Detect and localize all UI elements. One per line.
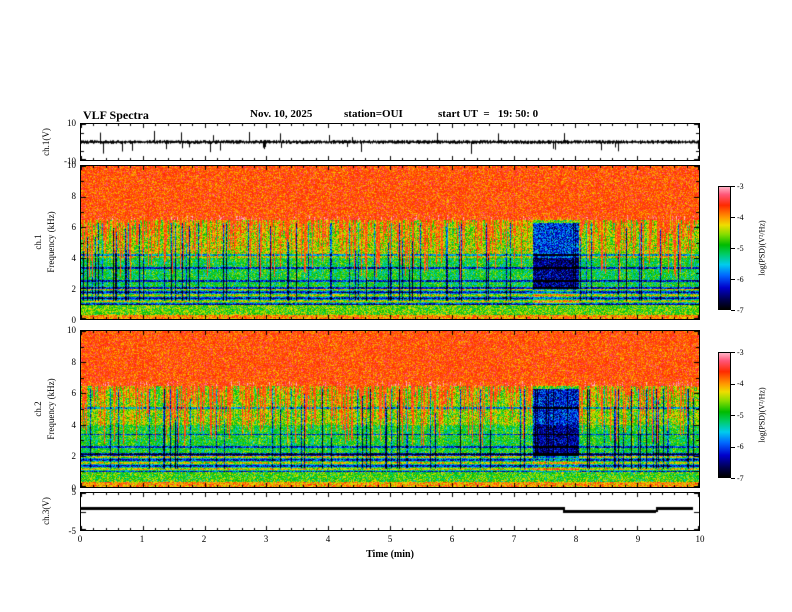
y-tick-label: 4: [71, 419, 77, 430]
colorbar-tick-label: -7: [737, 473, 744, 483]
x-tick-label: 3: [263, 534, 269, 544]
colorbar-ch2: [718, 352, 731, 478]
y-tick-label: 6: [71, 222, 77, 232]
y-tick-label: 2: [71, 451, 77, 462]
colorbar-tick-mark: [731, 217, 735, 218]
time-axis-title: Time (min): [366, 549, 414, 560]
y-tick-label: 10: [67, 325, 76, 335]
colorbar-tick-label: -3: [737, 181, 744, 191]
colorbar-tick-label: -5: [737, 410, 744, 420]
x-tick-label: 9: [635, 534, 641, 544]
colorbar-tick-mark: [731, 248, 735, 249]
ch1-frequency-axis-label: Frequency (kHz): [46, 211, 56, 273]
x-tick-label: 7: [511, 534, 517, 544]
y-tick-label: 0: [71, 483, 77, 493]
ch1-spectrogram-plot: [81, 166, 699, 319]
ch2-spectrogram-plot: [81, 331, 699, 487]
y-tick-label: -5: [68, 526, 77, 536]
colorbar-tick-mark: [731, 415, 735, 416]
ch1-voltage-axis-label: ch.1(V): [41, 128, 51, 156]
x-tick-label: 2: [201, 534, 207, 544]
colorbar-tick-mark: [731, 186, 735, 187]
x-tick-label: 5: [387, 534, 393, 544]
start-ut-label: start UT = 19: 50: 0: [438, 108, 539, 120]
colorbar-tick-mark: [731, 279, 735, 280]
figure-title: VLF Spectra: [83, 108, 149, 122]
ch2-spectrogram-panel: [80, 330, 700, 488]
colorbar-tick-mark: [731, 383, 735, 385]
date-label: Nov. 10, 2025: [250, 108, 313, 120]
y-tick-label: 6: [71, 388, 77, 399]
y-tick-label: 8: [71, 356, 77, 367]
colorbar-tick-label: -6: [737, 274, 744, 284]
x-tick-label: 1: [139, 534, 145, 544]
ch1-waveform-panel: [80, 123, 700, 161]
y-tick-label: 0: [71, 315, 77, 325]
y-tick-label: 10: [67, 118, 76, 128]
x-tick-label: 0: [77, 534, 83, 544]
colorbar-tick-label: -6: [737, 442, 744, 451]
y-tick-label: -10: [64, 156, 76, 166]
y-tick-label: 10: [67, 160, 76, 170]
x-tick-label: 8: [573, 534, 579, 544]
x-tick-label: 6: [449, 534, 455, 544]
ch3-level-plot: [81, 493, 699, 530]
ch1-spectrogram-channel-label: ch.1: [33, 234, 43, 250]
colorbar-tick-label: -5: [737, 243, 744, 253]
colorbar-tick-label: -4: [737, 212, 744, 222]
ch3-voltage-axis-label: ch.3(V): [41, 497, 51, 525]
ch2-spectrogram-channel-label: ch.2: [33, 401, 43, 417]
colorbar-tick-mark: [731, 352, 735, 353]
station-label: station=OUI: [344, 108, 403, 120]
y-tick-label: 2: [71, 284, 77, 294]
colorbar-tick-label: -7: [737, 305, 744, 315]
colorbar-tick-mark: [731, 310, 735, 311]
colorbar-tick-mark: [731, 446, 735, 448]
ch3-level-panel: [80, 492, 700, 531]
x-tick-label: 10: [695, 534, 705, 544]
y-tick-label: 5: [71, 487, 77, 497]
colorbar-tick-label: -4: [737, 379, 744, 388]
y-tick-label: 8: [71, 191, 77, 201]
colorbar-tick-mark: [731, 478, 735, 479]
colorbar-ch1: [718, 186, 731, 310]
ch1-waveform-plot: [81, 124, 699, 160]
y-tick-label: 4: [71, 253, 77, 263]
ch1-spectrogram-panel: [80, 165, 700, 320]
colorbar-tick-label: -3: [737, 347, 744, 357]
x-tick-label: 4: [325, 534, 331, 544]
